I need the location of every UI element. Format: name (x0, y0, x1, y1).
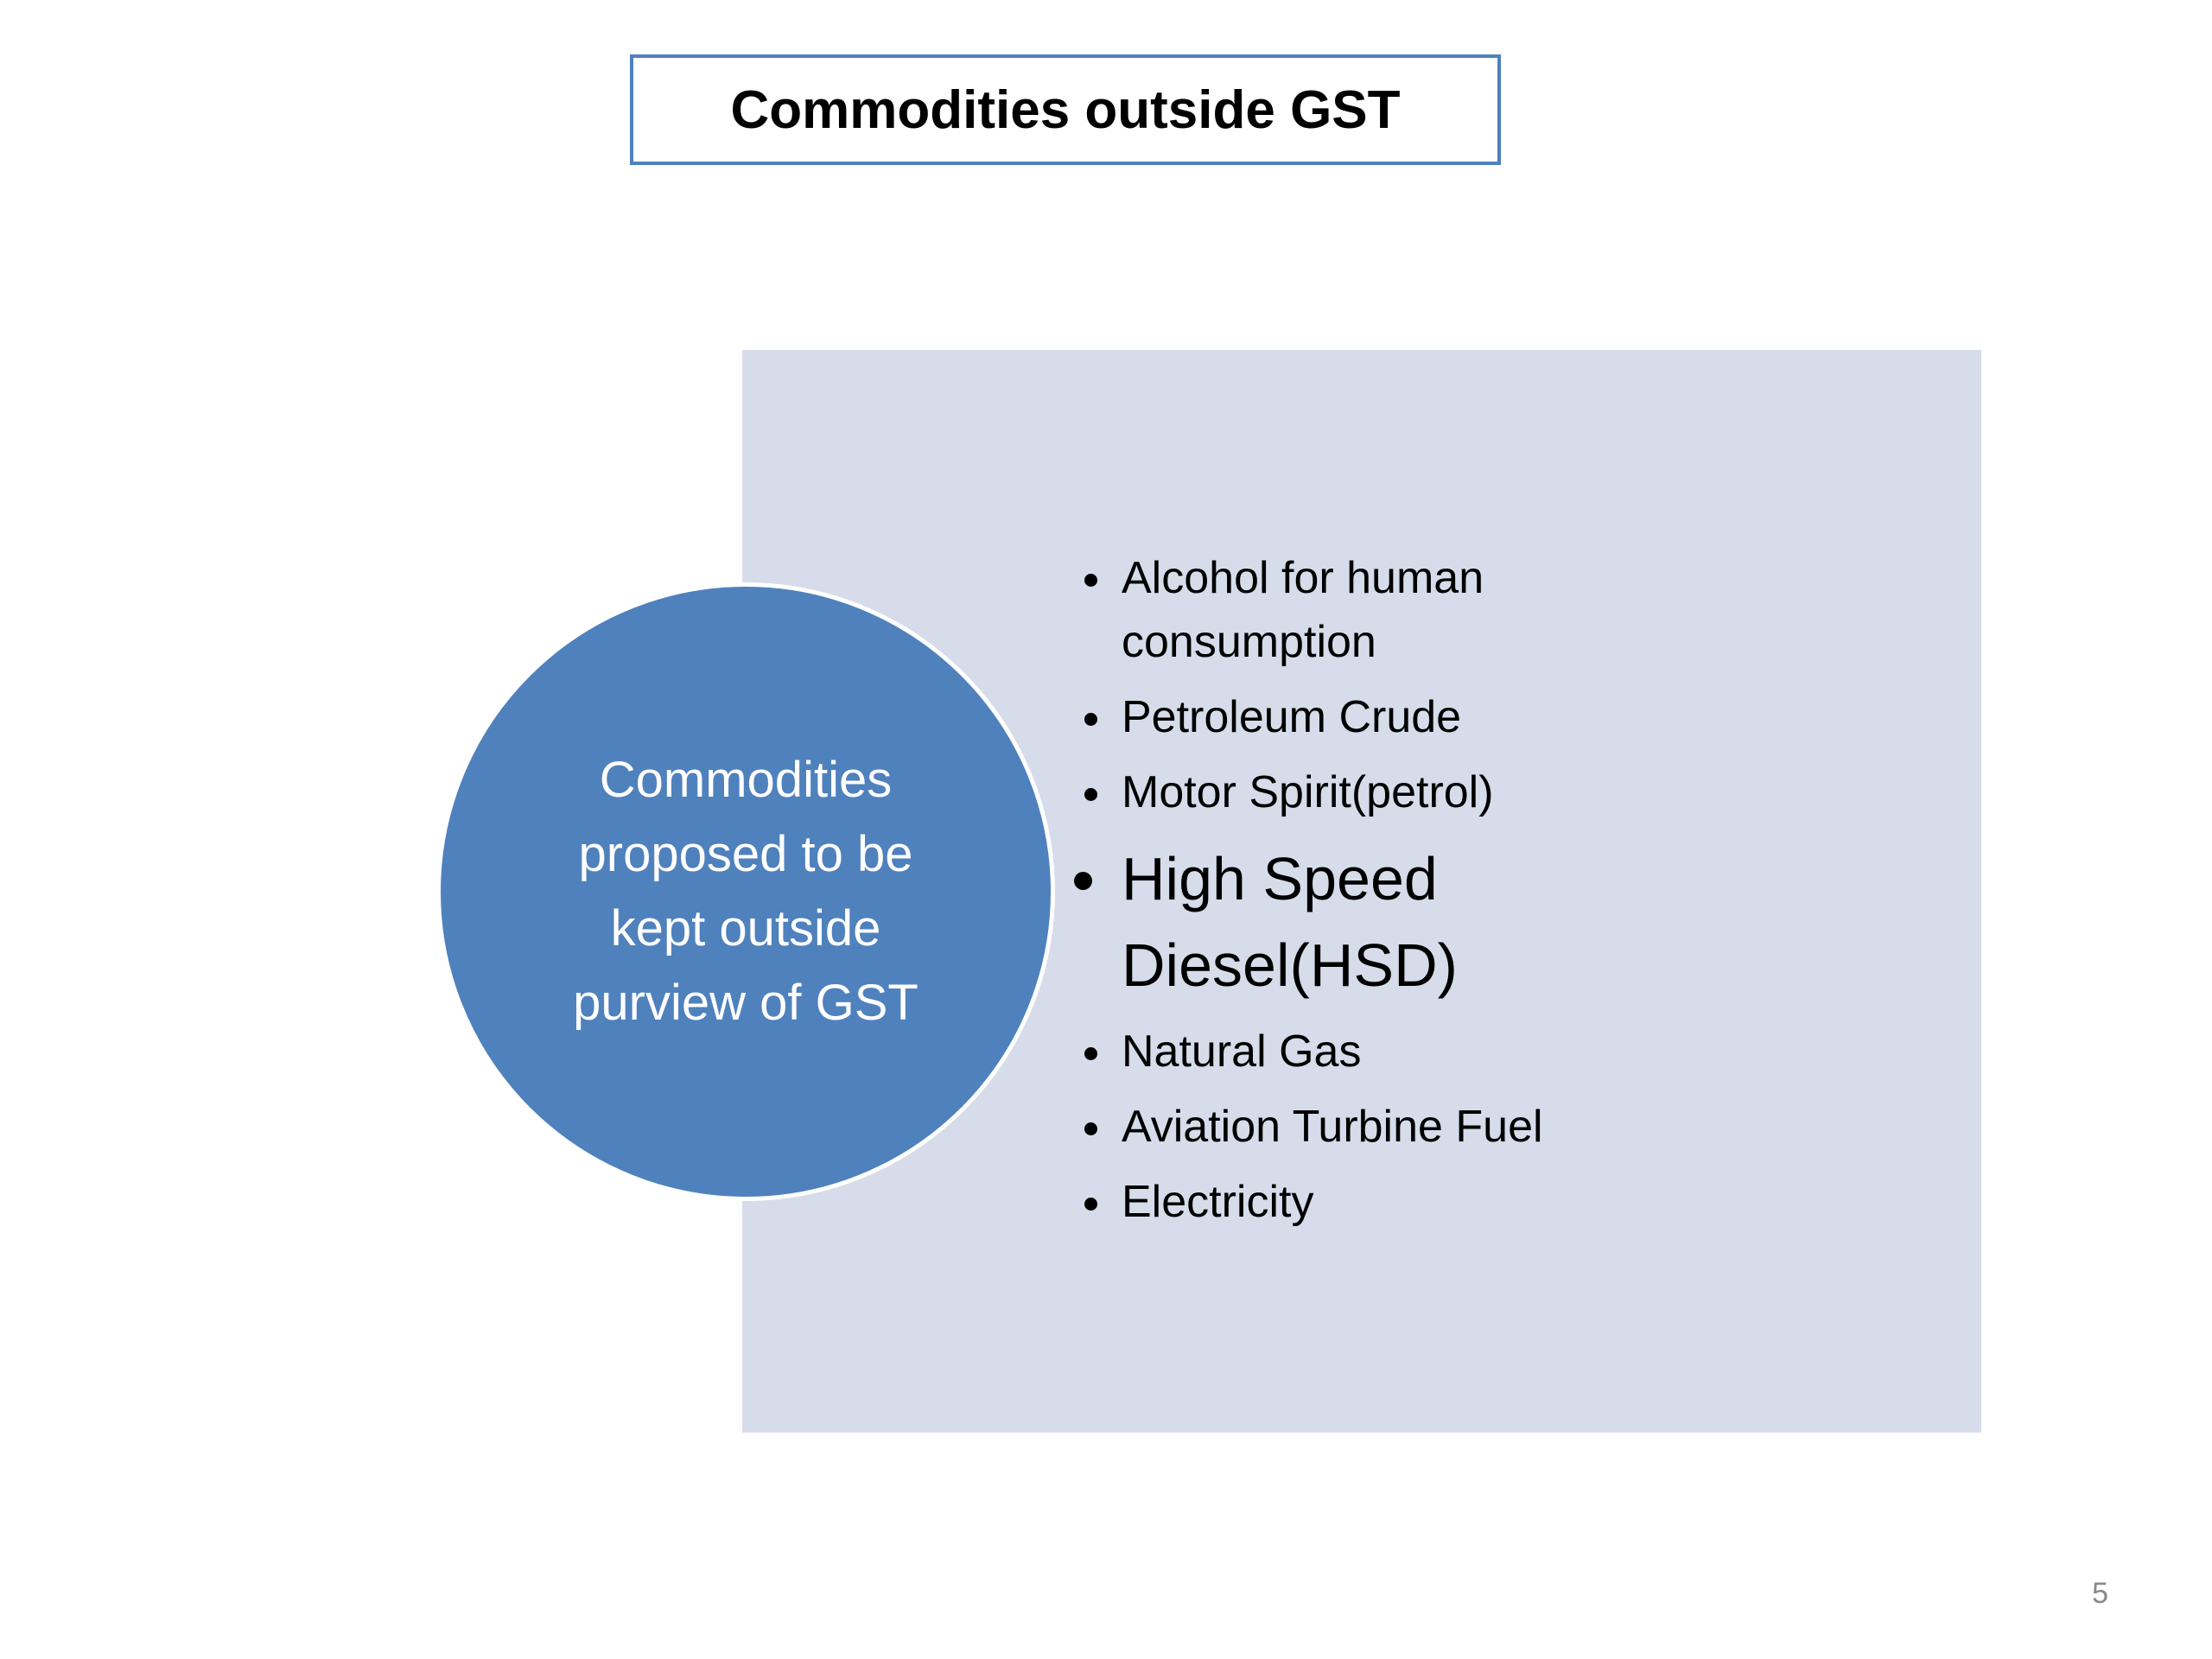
bullet-item: Aviation Turbine Fuel (1116, 1095, 1571, 1159)
title: Commodities outside GST (730, 79, 1401, 140)
circle: Commodities proposed to be kept outside pur… (436, 582, 1055, 1201)
title-box: Commodities outside GST (630, 54, 1501, 165)
bullet-item: Electricity (1116, 1170, 1571, 1234)
circle-line: kept outside (610, 900, 881, 957)
circle-line: purview of GST (573, 975, 918, 1031)
circle-line: Commodities (599, 752, 893, 808)
bullet-item: Alcohol for human consumption (1116, 546, 1571, 674)
bullet-item: Motor Spirit(petrol) (1116, 760, 1571, 824)
bullet-item: High Speed Diesel(HSD) (1116, 836, 1519, 1008)
page-number: 5 (2092, 1577, 2108, 1610)
circle-line: proposed to be (578, 826, 913, 882)
bullet-item: Natural Gas (1116, 1020, 1571, 1084)
bullet-item: Petroleum Crude (1116, 685, 1571, 749)
item-list: Alcohol for human consumption Petroleum C… (1080, 546, 1571, 1245)
